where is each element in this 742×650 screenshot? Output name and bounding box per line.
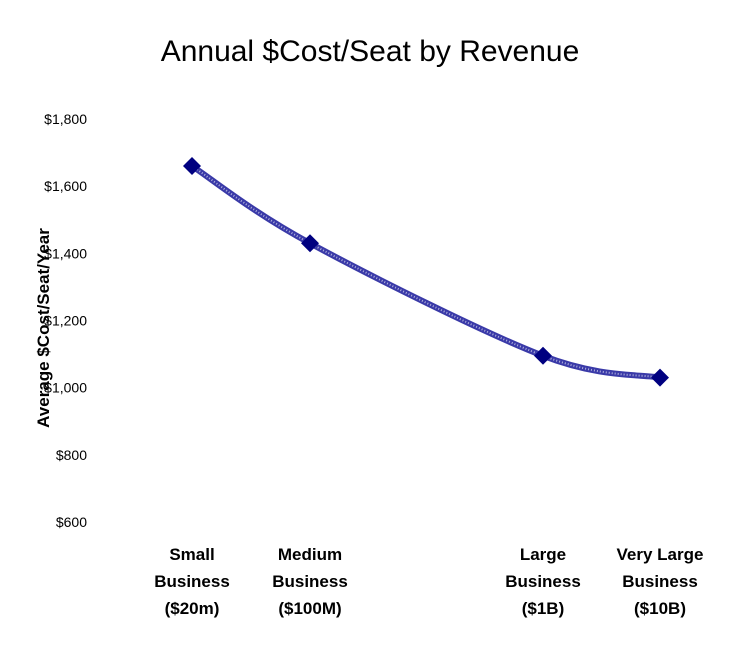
x-category-label-line: ($20m) [165, 599, 220, 618]
y-tick-label: $1,000 [44, 380, 87, 396]
x-category-label: Very Large Business ($10B) [617, 545, 704, 618]
x-category-label: Large Business ($1B) [505, 545, 581, 618]
data-point-marker [183, 157, 201, 176]
x-category-label-line: Medium [278, 545, 342, 564]
y-tick-label: $1,200 [44, 313, 87, 329]
x-category-label-line: Small [169, 545, 214, 564]
y-tick-label: $1,400 [44, 245, 87, 261]
series-line-texture [191, 165, 661, 379]
y-tick-label: $1,800 [44, 111, 87, 127]
x-category-label-line: Business [622, 572, 698, 591]
x-category-label-line: Business [154, 572, 230, 591]
y-tick-label: $1,600 [44, 178, 87, 194]
data-point-marker [651, 368, 669, 387]
x-category-label-line: Business [272, 572, 348, 591]
x-category-label: Small Business ($20m) [154, 545, 230, 618]
x-category-label-line: ($100M) [278, 599, 341, 618]
data-point-marker [301, 234, 319, 253]
x-category-label-line: ($10B) [634, 599, 686, 618]
y-axis-label: Average $Cost/Seat/Year [34, 228, 53, 428]
x-category-label-line: Very Large [617, 545, 704, 564]
y-tick-label: $800 [56, 447, 87, 463]
data-point-marker [534, 346, 552, 365]
series-line [190, 163, 661, 381]
y-tick-label: $600 [56, 514, 87, 530]
x-category-label-line: ($1B) [522, 599, 565, 618]
chart-title: Annual $Cost/Seat by Revenue [161, 35, 580, 68]
x-category-label-line: Large [520, 545, 566, 564]
x-category-label-line: Business [505, 572, 581, 591]
x-category-label: Medium Business ($100M) [272, 545, 348, 618]
